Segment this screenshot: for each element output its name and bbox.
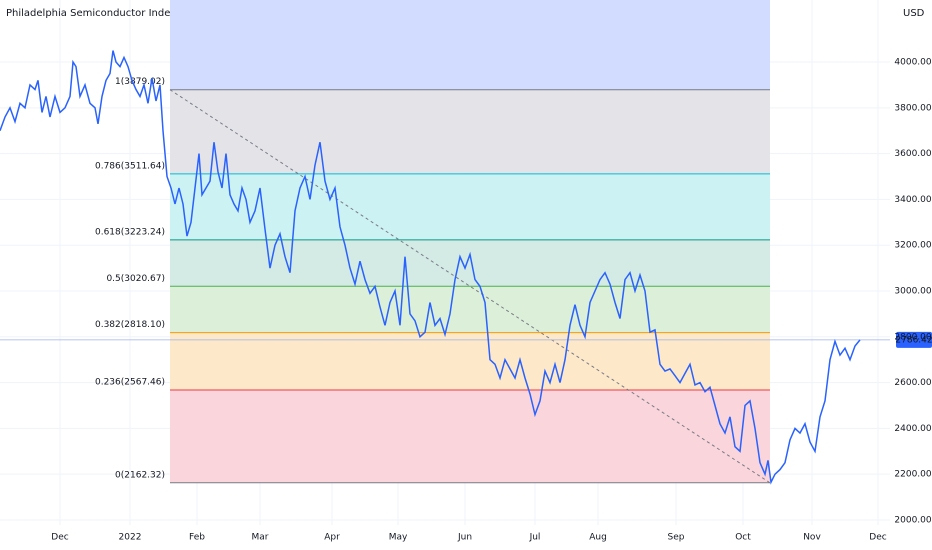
y-tick-label: 2800.00 [894,332,931,342]
x-tick-label: Feb [189,533,205,543]
fib-band [170,239,770,287]
y-tick-label: 2400.00 [894,424,931,434]
x-tick-label: Apr [324,533,340,543]
fib-label: 0.786(3511.64) [95,161,165,171]
fib-label: 0(2162.32) [115,470,165,480]
x-tick-label: Mar [252,533,269,543]
x-tick-label: 2022 [119,533,142,543]
last-price-label: 2786.42 [895,335,932,345]
chart-title: Philadelphia Semiconductor Index, 1D, NA… [6,8,246,19]
x-tick-label: Jun [457,533,472,543]
fib-band [170,89,770,174]
x-tick-label: Oct [735,533,751,543]
x-tick-label: Dec [869,533,886,543]
x-tick-label: Dec [51,533,68,543]
y-tick-label: 2600.00 [894,378,931,388]
x-tick-label: May [389,533,408,543]
x-tick-label: Nov [803,533,821,543]
fib-band [170,332,770,391]
x-tick-label: Aug [589,533,607,543]
x-tick-label: Sep [668,533,685,543]
y-tick-label: 3200.00 [894,241,931,251]
fib-label: 0.382(2818.10) [95,320,165,330]
y-tick-label: 2200.00 [894,470,931,480]
fib-label: 0.618(3223.24) [95,227,165,237]
fib-band [170,286,770,333]
y-tick-label: 2000.00 [894,515,931,525]
price-line [0,50,861,485]
y-tick-label: 3600.00 [894,149,931,159]
y-tick-label: 3400.00 [894,195,931,205]
fib-band [170,173,770,240]
y-tick-label: 3000.00 [894,287,931,297]
fib-band [170,0,770,90]
fib-label: 0.5(3020.67) [106,274,165,284]
y-tick-label: 4000.00 [894,58,931,68]
y-axis-label: USD [903,8,925,19]
last-price-box [896,331,932,348]
x-tick-label: Jul [529,533,541,543]
fib-band [170,390,770,483]
fib-label: 1(3879.02) [115,77,165,87]
y-tick-label: 3800.00 [894,103,931,113]
fib-label: 0.236(2567.46) [95,378,165,388]
